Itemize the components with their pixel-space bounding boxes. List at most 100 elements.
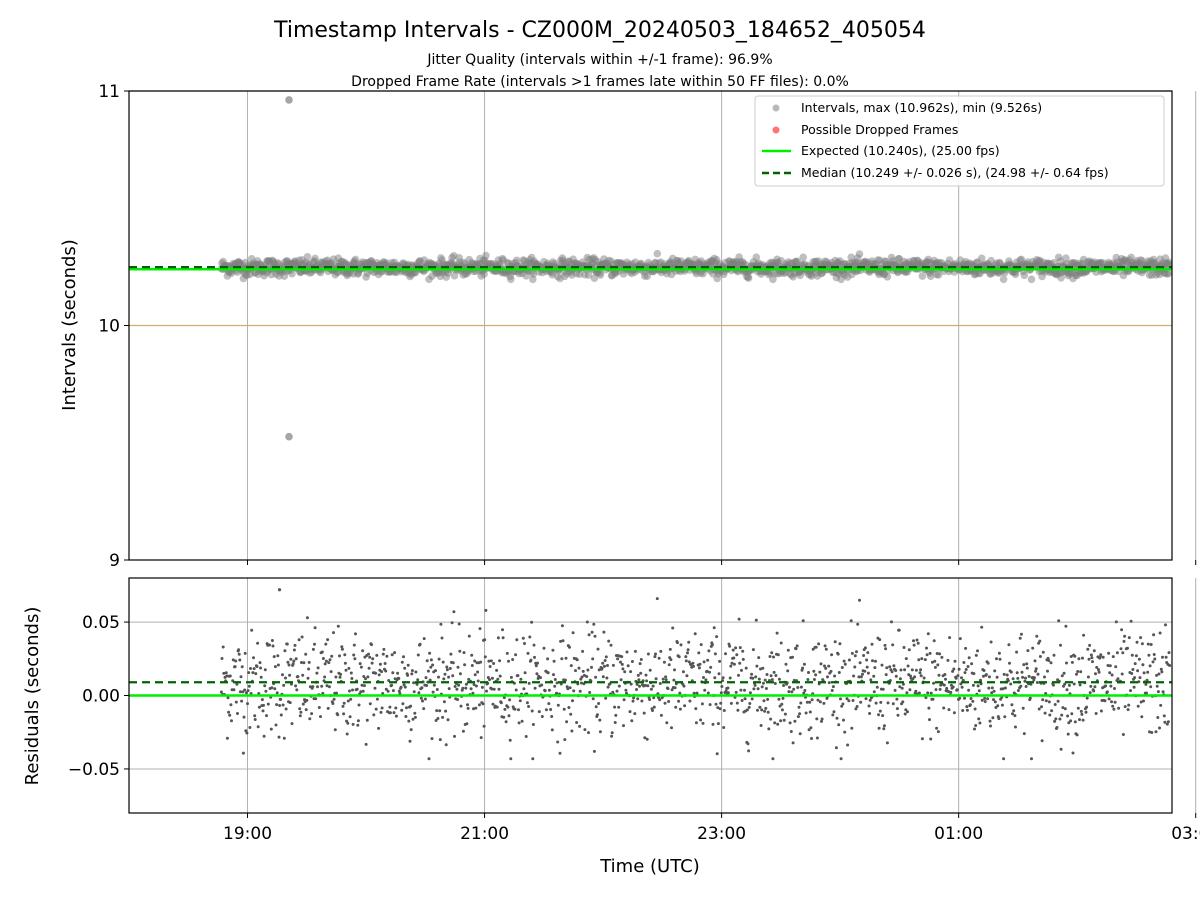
residual-point bbox=[1093, 685, 1097, 689]
residual-point bbox=[496, 636, 500, 640]
residual-point bbox=[1085, 696, 1089, 700]
residual-point bbox=[881, 687, 885, 691]
residual-point bbox=[447, 675, 451, 679]
residual-point bbox=[393, 651, 397, 655]
residual-point bbox=[598, 730, 602, 734]
residual-point bbox=[606, 685, 610, 689]
residual-point bbox=[527, 705, 531, 708]
x-tick-label: 03:00 bbox=[1171, 824, 1200, 844]
residual-point bbox=[750, 672, 754, 676]
residual-point bbox=[684, 655, 688, 659]
residual-point bbox=[1072, 682, 1076, 686]
residual-point bbox=[368, 655, 372, 659]
residual-point bbox=[1073, 654, 1077, 658]
residual-point bbox=[839, 757, 843, 761]
residual-point bbox=[762, 699, 766, 703]
residual-point bbox=[601, 661, 605, 665]
residual-point bbox=[587, 731, 590, 735]
residual-point bbox=[1157, 672, 1161, 676]
residual-point bbox=[1115, 651, 1119, 655]
residual-point bbox=[1009, 682, 1013, 686]
residual-point bbox=[1099, 709, 1103, 713]
residual-point bbox=[792, 687, 796, 691]
residual-point bbox=[487, 659, 491, 663]
residual-point bbox=[529, 658, 533, 662]
residual-point bbox=[484, 608, 488, 612]
residual-point bbox=[819, 662, 823, 666]
residual-point bbox=[221, 645, 225, 649]
residual-point bbox=[361, 649, 365, 653]
residual-point bbox=[568, 645, 571, 649]
residual-point bbox=[1161, 690, 1165, 694]
residual-point bbox=[422, 707, 426, 711]
residual-point bbox=[383, 662, 387, 665]
residual-point bbox=[289, 657, 293, 661]
residual-point bbox=[1069, 655, 1073, 658]
residual-point bbox=[910, 668, 914, 672]
residual-point bbox=[976, 649, 979, 653]
residual-point bbox=[542, 646, 546, 650]
interval-point bbox=[596, 271, 605, 279]
residual-point bbox=[563, 678, 567, 682]
residual-point bbox=[1131, 668, 1135, 671]
residual-point bbox=[710, 643, 714, 647]
residual-point bbox=[514, 653, 518, 657]
residual-point bbox=[300, 635, 304, 639]
residual-point bbox=[298, 714, 302, 718]
residual-point bbox=[359, 665, 363, 669]
residual-point bbox=[642, 711, 646, 715]
residual-point bbox=[901, 700, 905, 704]
residual-point bbox=[269, 727, 273, 731]
residual-point bbox=[982, 669, 986, 672]
residual-point bbox=[597, 668, 601, 672]
residual-point bbox=[1027, 674, 1031, 678]
residual-point bbox=[319, 715, 322, 719]
residual-point bbox=[472, 683, 476, 687]
residual-point bbox=[1050, 709, 1054, 713]
residual-point bbox=[704, 678, 708, 682]
residual-point bbox=[1141, 663, 1145, 667]
residual-point bbox=[735, 653, 739, 657]
residual-point bbox=[1071, 751, 1075, 755]
residual-point bbox=[1067, 683, 1071, 687]
residual-point bbox=[895, 707, 899, 711]
residual-point bbox=[1164, 623, 1167, 627]
residual-point bbox=[1137, 657, 1141, 661]
residual-point bbox=[993, 669, 997, 673]
residual-point bbox=[673, 686, 677, 690]
residual-point bbox=[787, 690, 791, 694]
interval-point bbox=[769, 275, 777, 284]
residual-point bbox=[1088, 691, 1092, 695]
residual-point bbox=[858, 661, 862, 665]
residual-point bbox=[1155, 684, 1159, 688]
residual-point bbox=[631, 699, 635, 703]
residual-point bbox=[582, 673, 586, 677]
residual-point bbox=[256, 641, 260, 645]
residual-point bbox=[602, 630, 606, 634]
residual-point bbox=[707, 649, 711, 653]
residual-point bbox=[633, 712, 637, 716]
residual-point bbox=[738, 661, 742, 665]
residual-point bbox=[856, 622, 860, 626]
residual-point bbox=[241, 690, 245, 694]
residual-point bbox=[342, 701, 346, 705]
residual-point bbox=[276, 654, 280, 658]
residual-point bbox=[1008, 661, 1011, 665]
residual-point bbox=[417, 691, 421, 695]
residual-point bbox=[405, 706, 408, 710]
residual-point bbox=[843, 730, 847, 734]
residual-point bbox=[396, 671, 400, 675]
residual-point bbox=[1142, 671, 1146, 675]
residual-point bbox=[316, 666, 320, 670]
residual-point bbox=[931, 697, 935, 701]
residual-point bbox=[802, 691, 806, 695]
residual-point bbox=[736, 708, 740, 712]
residual-point bbox=[225, 736, 229, 740]
residual-point bbox=[779, 641, 783, 645]
residual-point bbox=[686, 651, 689, 655]
interval-point bbox=[799, 253, 807, 262]
residual-point bbox=[883, 643, 887, 647]
chart-title: Timestamp Intervals - CZ000M_20240503_18… bbox=[273, 18, 926, 43]
residual-point bbox=[353, 657, 357, 661]
residual-point bbox=[362, 684, 366, 688]
